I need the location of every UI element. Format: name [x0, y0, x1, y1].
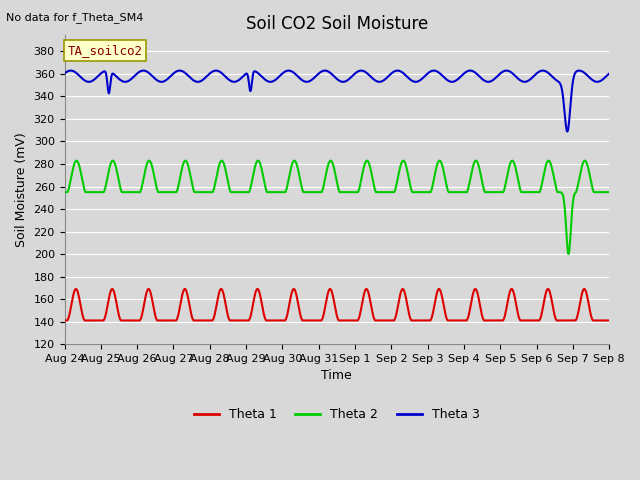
Title: Soil CO2 Soil Moisture: Soil CO2 Soil Moisture [246, 15, 428, 33]
X-axis label: Time: Time [321, 370, 352, 383]
Y-axis label: Soil Moisture (mV): Soil Moisture (mV) [15, 132, 28, 247]
Text: TA_soilco2: TA_soilco2 [67, 44, 142, 57]
Legend: Theta 1, Theta 2, Theta 3: Theta 1, Theta 2, Theta 3 [189, 403, 485, 426]
Text: No data for f_Theta_SM4: No data for f_Theta_SM4 [6, 12, 144, 23]
